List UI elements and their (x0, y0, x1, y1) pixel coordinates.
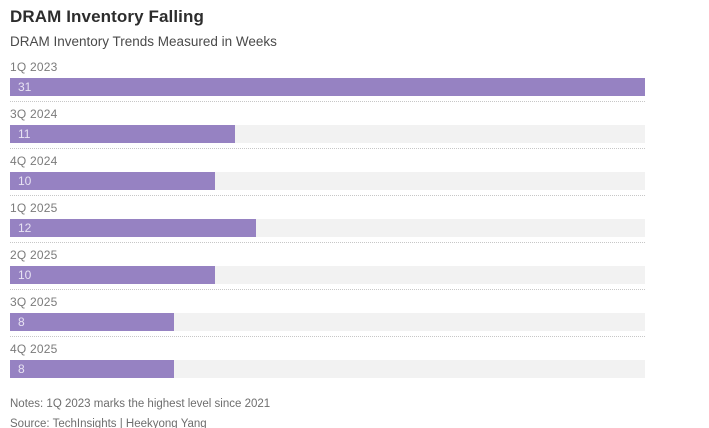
chart-row: 3Q 2024 11 (10, 107, 645, 149)
chart-row: 4Q 2025 8 (10, 342, 645, 378)
bar-value-label: 10 (18, 268, 32, 282)
bar-track: 8 (10, 360, 645, 378)
bar-value-label: 10 (18, 174, 32, 188)
category-label: 4Q 2025 (10, 342, 58, 356)
bar-fill: 8 (10, 313, 174, 331)
bar-fill: 10 (10, 172, 215, 190)
bar-track: 10 (10, 266, 645, 284)
category-label: 1Q 2025 (10, 201, 58, 215)
bar-fill: 10 (10, 266, 215, 284)
category-label: 3Q 2025 (10, 295, 58, 309)
bar-track: 10 (10, 172, 645, 190)
bar-track: 31 (10, 78, 645, 96)
category-label: 4Q 2024 (10, 154, 58, 168)
chart-row: 1Q 2025 12 (10, 201, 645, 243)
bar-value-label: 12 (18, 221, 32, 235)
bar-value-label: 8 (18, 362, 25, 376)
chart-row: 2Q 2025 10 (10, 248, 645, 290)
category-label: 2Q 2025 (10, 248, 58, 262)
category-label: 1Q 2023 (10, 60, 58, 74)
bar-track: 8 (10, 313, 645, 331)
bar-value-label: 11 (18, 127, 31, 141)
page-title: DRAM Inventory Falling (10, 7, 204, 26)
bar-chart: 1Q 2023 31 3Q 2024 11 4Q 2024 10 (10, 60, 645, 378)
bar-fill: 11 (10, 125, 236, 143)
chart-row: 4Q 2024 10 (10, 154, 645, 196)
bar-fill: 12 (10, 219, 256, 237)
bar-track: 12 (10, 219, 645, 237)
source-text: Source: TechInsights | Heekyong Yang (10, 418, 207, 428)
chart-row: 3Q 2025 8 (10, 295, 645, 337)
bar-track: 11 (10, 125, 645, 143)
category-label: 3Q 2024 (10, 107, 58, 121)
page-subtitle: DRAM Inventory Trends Measured in Weeks (10, 34, 277, 49)
bar-fill: 8 (10, 360, 174, 378)
notes-text: Notes: 1Q 2023 marks the highest level s… (10, 398, 271, 410)
bar-value-label: 31 (18, 80, 32, 94)
bar-fill: 31 (10, 78, 645, 96)
chart-row: 1Q 2023 31 (10, 60, 645, 102)
bar-value-label: 8 (18, 315, 25, 329)
